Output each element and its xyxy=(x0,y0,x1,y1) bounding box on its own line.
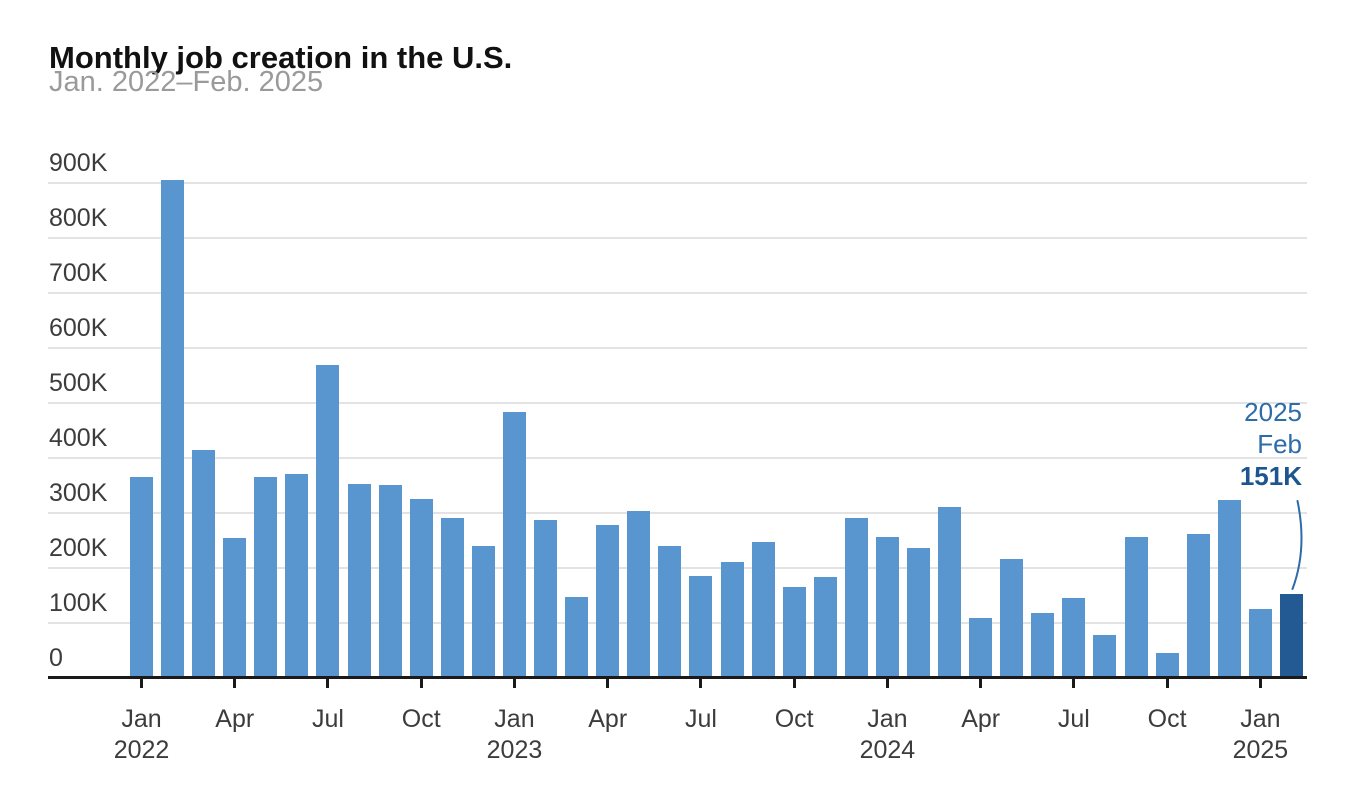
x-axis-tick-apr-27 xyxy=(979,679,983,688)
x-axis-tick-jul-18 xyxy=(699,679,703,688)
annotation-month: Feb xyxy=(1257,429,1302,459)
y-axis-label-300k: 300K xyxy=(49,478,108,507)
x-axis-label-apr-27: Apr xyxy=(961,705,1001,733)
bar-aug-2024 xyxy=(1093,634,1117,678)
x-axis-label-oct-33: Oct xyxy=(1147,705,1187,733)
annotation-callout: 2025 Feb 151K xyxy=(1240,396,1302,492)
x-axis-label-jan-2023: Jan 2023 xyxy=(486,705,543,764)
x-axis-tick-jan-2025 xyxy=(1258,679,1262,688)
bar-sep-2023 xyxy=(751,542,775,678)
gridline-600k xyxy=(48,346,1307,349)
x-axis-label-jan-2024: Jan 2024 xyxy=(859,705,916,764)
x-axis-label-jan-2022: Jan 2022 xyxy=(113,705,170,764)
x-axis-tick-jul-6 xyxy=(326,679,330,688)
x-axis-label-apr-3: Apr xyxy=(215,705,255,733)
x-axis-label-apr-15: Apr xyxy=(588,705,628,733)
bar-may-2024 xyxy=(1000,558,1024,678)
gridline-900k xyxy=(48,181,1307,184)
bar-dec-2023 xyxy=(844,518,868,678)
bar-nov-2024 xyxy=(1186,533,1210,678)
bar-chart-plot-area: 0 100K 200K 300K 400K 500K 600K 700K 800K 900K Ja… xyxy=(48,150,1310,798)
bar-dec-2022 xyxy=(471,546,495,678)
gridline-700k xyxy=(48,291,1307,294)
y-axis-label-700k: 700K xyxy=(49,258,108,287)
y-axis-label-500k: 500K xyxy=(49,368,108,397)
bar-jun-2022 xyxy=(285,474,309,678)
bar-aug-2022 xyxy=(347,483,371,678)
gridline-500k xyxy=(48,401,1307,404)
bar-mar-2022 xyxy=(192,449,216,678)
x-axis-tick-jan-2022 xyxy=(140,679,143,688)
chart-title: Monthly job creation in the U.S. xyxy=(49,39,513,75)
bar-may-2023 xyxy=(627,510,651,678)
x-axis-label-jan-2025: Jan 2025 xyxy=(1232,705,1289,764)
bar-jan-2025 xyxy=(1248,608,1272,678)
gridline-800k xyxy=(48,236,1307,239)
x-axis-tick-oct-9 xyxy=(419,679,423,688)
bar-apr-2022 xyxy=(223,537,247,678)
bar-feb-2024 xyxy=(907,547,930,678)
y-axis-label-0: 0 xyxy=(49,643,63,672)
bar-feb-2023 xyxy=(534,519,558,678)
annotation-year: 2025 xyxy=(1244,397,1302,427)
y-axis-label-100k: 100K xyxy=(49,588,108,617)
bar-mar-2023 xyxy=(565,597,589,678)
chart-subtitle: Jan. 2022–Feb. 2025 xyxy=(49,66,324,98)
x-axis-label-jul-6: Jul xyxy=(311,705,344,733)
bar-dec-2024 xyxy=(1217,499,1241,678)
annotation-value: 151K xyxy=(1239,461,1302,491)
x-axis-label-jul-18: Jul xyxy=(684,705,717,733)
bar-oct-2023 xyxy=(782,586,806,678)
bar-may-2022 xyxy=(254,477,278,678)
bar-apr-2023 xyxy=(596,524,620,678)
y-axis-label-900k: 900K xyxy=(49,148,108,177)
bar-sep-2022 xyxy=(378,485,402,678)
x-axis-label-jul-30: Jul xyxy=(1057,705,1090,733)
bar-nov-2022 xyxy=(440,518,464,678)
bar-oct-2024 xyxy=(1155,653,1179,678)
bar-mar-2024 xyxy=(938,507,962,678)
y-axis-label-200k: 200K xyxy=(49,533,108,562)
x-axis-line xyxy=(48,676,1307,679)
y-axis-label-800k: 800K xyxy=(49,203,108,232)
annotation-connector-line xyxy=(1291,500,1303,590)
x-axis-tick-jan-2023 xyxy=(512,679,516,688)
gridline-300k xyxy=(48,511,1307,514)
bar-jan-2023 xyxy=(502,412,526,678)
bar-jun-2024 xyxy=(1031,612,1055,678)
bar-sep-2024 xyxy=(1124,537,1148,678)
bar-feb-2022 xyxy=(161,180,185,678)
bar-feb-2025 xyxy=(1279,594,1303,678)
x-axis-tick-apr-15 xyxy=(606,679,610,688)
bar-apr-2024 xyxy=(969,618,993,678)
bar-jul-2022 xyxy=(316,365,340,678)
bar-nov-2023 xyxy=(813,577,837,678)
bar-jul-2023 xyxy=(689,576,713,678)
x-axis-tick-oct-33 xyxy=(1165,679,1169,688)
x-axis-tick-oct-21 xyxy=(792,679,796,688)
bar-oct-2022 xyxy=(409,499,433,678)
y-axis-label-400k: 400K xyxy=(49,423,108,452)
x-axis-tick-jul-30 xyxy=(1072,679,1076,688)
x-axis-label-oct-21: Oct xyxy=(774,705,814,733)
gridline-400k xyxy=(48,456,1307,459)
bar-jan-2022 xyxy=(130,477,153,678)
x-axis-tick-jan-2024 xyxy=(885,679,889,688)
bar-jun-2023 xyxy=(658,545,682,678)
x-axis-label-oct-9: Oct xyxy=(401,705,441,733)
x-axis-tick-apr-3 xyxy=(233,679,237,688)
bar-jan-2024 xyxy=(875,536,899,678)
bar-aug-2023 xyxy=(720,562,744,678)
y-axis-label-600k: 600K xyxy=(49,313,108,342)
bar-jul-2024 xyxy=(1062,598,1086,678)
